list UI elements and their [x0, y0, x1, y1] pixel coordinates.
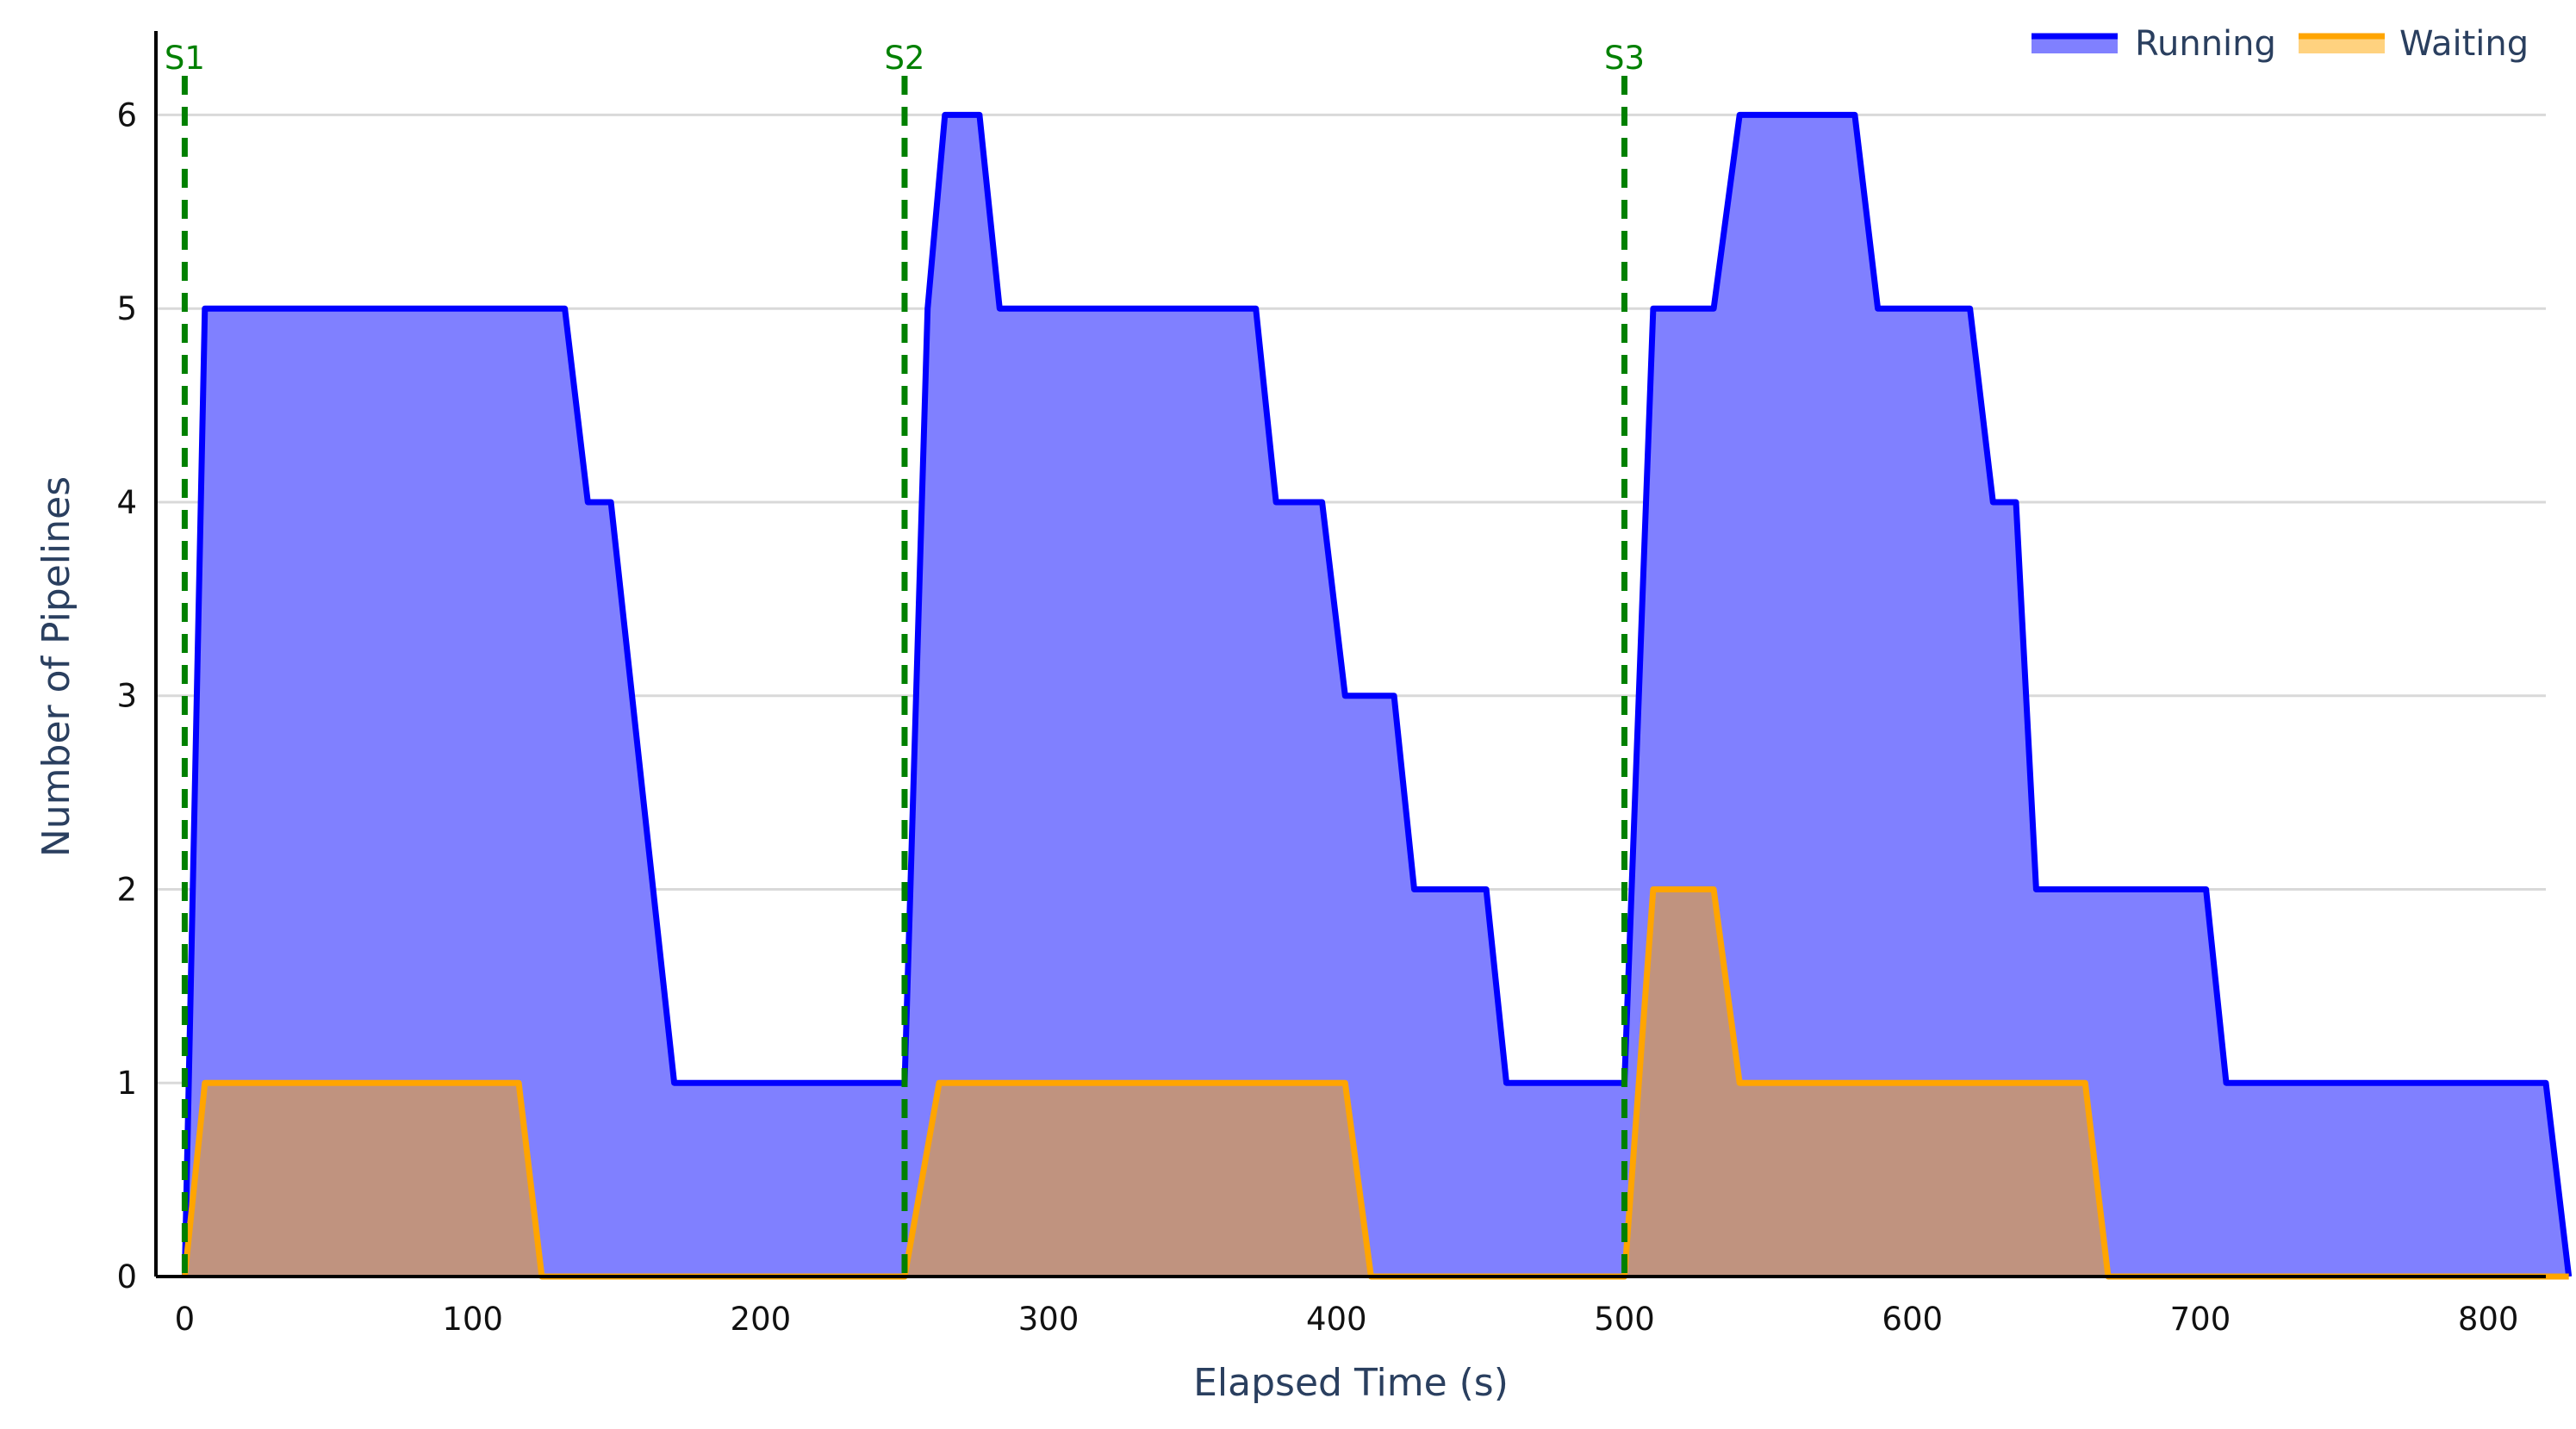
legend[interactable]: Running Waiting [2032, 24, 2529, 64]
x-tick-label: 100 [442, 1301, 503, 1338]
series-area-running [184, 115, 2569, 1277]
y-tick-label: 1 [116, 1065, 137, 1102]
axes: 0 1 2 3 4 5 6 0 100 200 300 400 500 600 700 800 [116, 31, 2546, 1338]
legend-swatch-fill [2299, 36, 2385, 53]
x-tick-label: 800 [2458, 1301, 2519, 1338]
series-line-running [181, 111, 2573, 1277]
x-tick-label: 500 [1594, 1301, 1655, 1338]
x-tick-label: 0 [175, 1301, 196, 1338]
y-tick-label: 2 [116, 871, 137, 908]
legend-item-running[interactable]: Running [2032, 24, 2276, 64]
y-axis-title: Number of Pipelines [34, 476, 78, 857]
legend-label: Running [2135, 24, 2276, 64]
x-axis-title: Elapsed Time (s) [1193, 1361, 1509, 1405]
x-tick-label: 300 [1018, 1301, 1080, 1338]
marker-label-s3: S3 [1604, 40, 1645, 77]
x-tick-label: 200 [731, 1301, 792, 1338]
y-tick-label: 4 [116, 484, 137, 521]
y-tick-label: 6 [116, 96, 137, 134]
x-tick-label: 600 [1882, 1301, 1943, 1338]
marker-label-s1: S1 [165, 40, 205, 77]
y-tick-label: 5 [116, 290, 137, 327]
y-tick-label: 3 [116, 678, 137, 715]
x-tick-label: 400 [1306, 1301, 1367, 1338]
x-tick-label: 700 [2170, 1301, 2231, 1338]
marker-label-s2: S2 [884, 40, 924, 77]
legend-swatch-fill [2032, 36, 2118, 53]
legend-label: Waiting [2399, 24, 2529, 64]
series-area-waiting [184, 889, 2569, 1277]
y-tick-label: 0 [116, 1258, 137, 1295]
event-markers: S1 S2 S3 [165, 40, 1645, 1277]
legend-item-waiting[interactable]: Waiting [2299, 24, 2529, 64]
